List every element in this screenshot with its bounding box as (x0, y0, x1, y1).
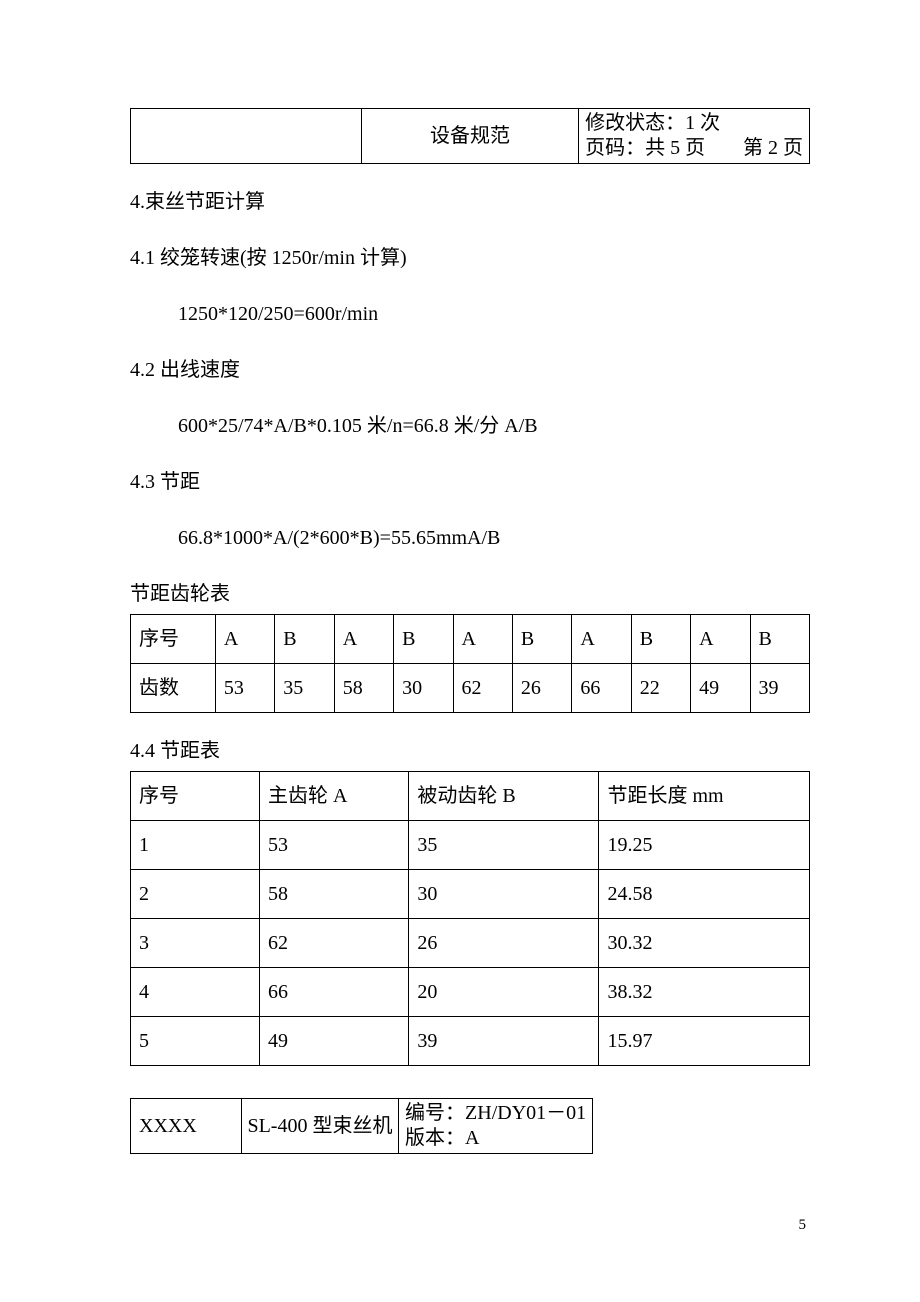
section-4-2-calc: 600*25/74*A/B*0.105 米/n=66.8 米/分 A/B (130, 412, 810, 440)
gear-cell: B (394, 615, 453, 664)
gear-cell: 26 (512, 664, 571, 713)
pitch-cell: 3 (131, 919, 260, 968)
header-right-cell: 修改状态：1 次 页码：共 5 页 第 2 页 (579, 109, 810, 164)
pitch-cell: 58 (260, 870, 409, 919)
pitch-cell: 4 (131, 968, 260, 1017)
section-4-1-title: 4.1 绞笼转速(按 1250r/min 计算) (130, 244, 810, 272)
section-4-2-title: 4.2 出线速度 (130, 356, 810, 384)
header-table: 设备规范 修改状态：1 次 页码：共 5 页 第 2 页 (130, 108, 810, 164)
gear-cell: 58 (334, 664, 393, 713)
section-4-3-calc: 66.8*1000*A/(2*600*B)=55.65mmA/B (130, 524, 810, 552)
section-4-4-title: 4.4 节距表 (130, 737, 810, 765)
body: 4.束丝节距计算 4.1 绞笼转速(按 1250r/min 计算) 1250*1… (130, 188, 810, 1066)
gear-cell: 66 (572, 664, 631, 713)
gear-cell: A (215, 615, 274, 664)
gear-cell: 39 (750, 664, 809, 713)
footer-left-text: XXXX (139, 1115, 197, 1137)
pitch-cell: 39 (409, 1017, 599, 1066)
footer-center-text: SL-400 型束丝机 (247, 1115, 392, 1137)
gear-table: 序号 A B A B A B A B A B 齿数 53 35 58 30 62… (130, 614, 810, 713)
pitch-header-cell: 主齿轮 A (260, 772, 409, 821)
gear-cell: B (750, 615, 809, 664)
header-left-cell (131, 109, 362, 164)
gear-cell: B (512, 615, 571, 664)
pitch-cell: 30 (409, 870, 599, 919)
header-right-line2-left: 页码：共 5 页 (585, 136, 705, 161)
gear-cell: 30 (394, 664, 453, 713)
gear-cell: 22 (631, 664, 690, 713)
header-center-text: 设备规范 (430, 125, 510, 147)
section-4-1-calc: 1250*120/250=600r/min (130, 300, 810, 328)
pitch-cell: 53 (260, 821, 409, 870)
pitch-cell: 35 (409, 821, 599, 870)
pitch-header-cell: 被动齿轮 B (409, 772, 599, 821)
pitch-cell: 38.32 (599, 968, 810, 1017)
pitch-cell: 20 (409, 968, 599, 1017)
gear-cell: 49 (691, 664, 750, 713)
pitch-cell: 19.25 (599, 821, 810, 870)
gear-cell: A (572, 615, 631, 664)
footer-left-cell: XXXX (131, 1099, 242, 1154)
gear-table-label: 节距齿轮表 (130, 580, 810, 608)
pitch-header-cell: 序号 (131, 772, 260, 821)
gear-cell: 62 (453, 664, 512, 713)
footer-right-line2: 版本：A (405, 1126, 586, 1151)
header-right-line2-right: 第 2 页 (743, 136, 803, 161)
gear-cell: B (275, 615, 334, 664)
footer-right-line1: 编号：ZH/DY01－01 (405, 1101, 586, 1126)
pitch-table: 序号 主齿轮 A 被动齿轮 B 节距长度 mm 1 53 35 19.25 2 … (130, 771, 810, 1066)
pitch-cell: 1 (131, 821, 260, 870)
section-4-title: 4.束丝节距计算 (130, 188, 810, 216)
gear-cell: B (631, 615, 690, 664)
gear-cell: 35 (275, 664, 334, 713)
gear-cell: A (691, 615, 750, 664)
gear-cell: A (453, 615, 512, 664)
page: 设备规范 修改状态：1 次 页码：共 5 页 第 2 页 4.束丝节距计算 4.… (0, 0, 920, 1302)
pitch-cell: 30.32 (599, 919, 810, 968)
pitch-cell: 49 (260, 1017, 409, 1066)
header-center-cell: 设备规范 (361, 109, 578, 164)
page-number: 5 (799, 1215, 807, 1236)
footer-center-cell: SL-400 型束丝机 (241, 1099, 398, 1154)
pitch-cell: 24.58 (599, 870, 810, 919)
header-right-line1: 修改状态：1 次 (585, 111, 803, 136)
footer-right-cell: 编号：ZH/DY01－01 版本：A (399, 1099, 593, 1154)
pitch-header-cell: 节距长度 mm (599, 772, 810, 821)
pitch-cell: 2 (131, 870, 260, 919)
pitch-cell: 62 (260, 919, 409, 968)
gear-cell: A (334, 615, 393, 664)
pitch-cell: 66 (260, 968, 409, 1017)
section-4-3-title: 4.3 节距 (130, 468, 810, 496)
pitch-cell: 5 (131, 1017, 260, 1066)
pitch-cell: 15.97 (599, 1017, 810, 1066)
footer-table: XXXX SL-400 型束丝机 编号：ZH/DY01－01 版本：A (130, 1098, 593, 1154)
pitch-cell: 26 (409, 919, 599, 968)
gear-cell: 齿数 (131, 664, 216, 713)
gear-cell: 53 (215, 664, 274, 713)
gear-cell: 序号 (131, 615, 216, 664)
